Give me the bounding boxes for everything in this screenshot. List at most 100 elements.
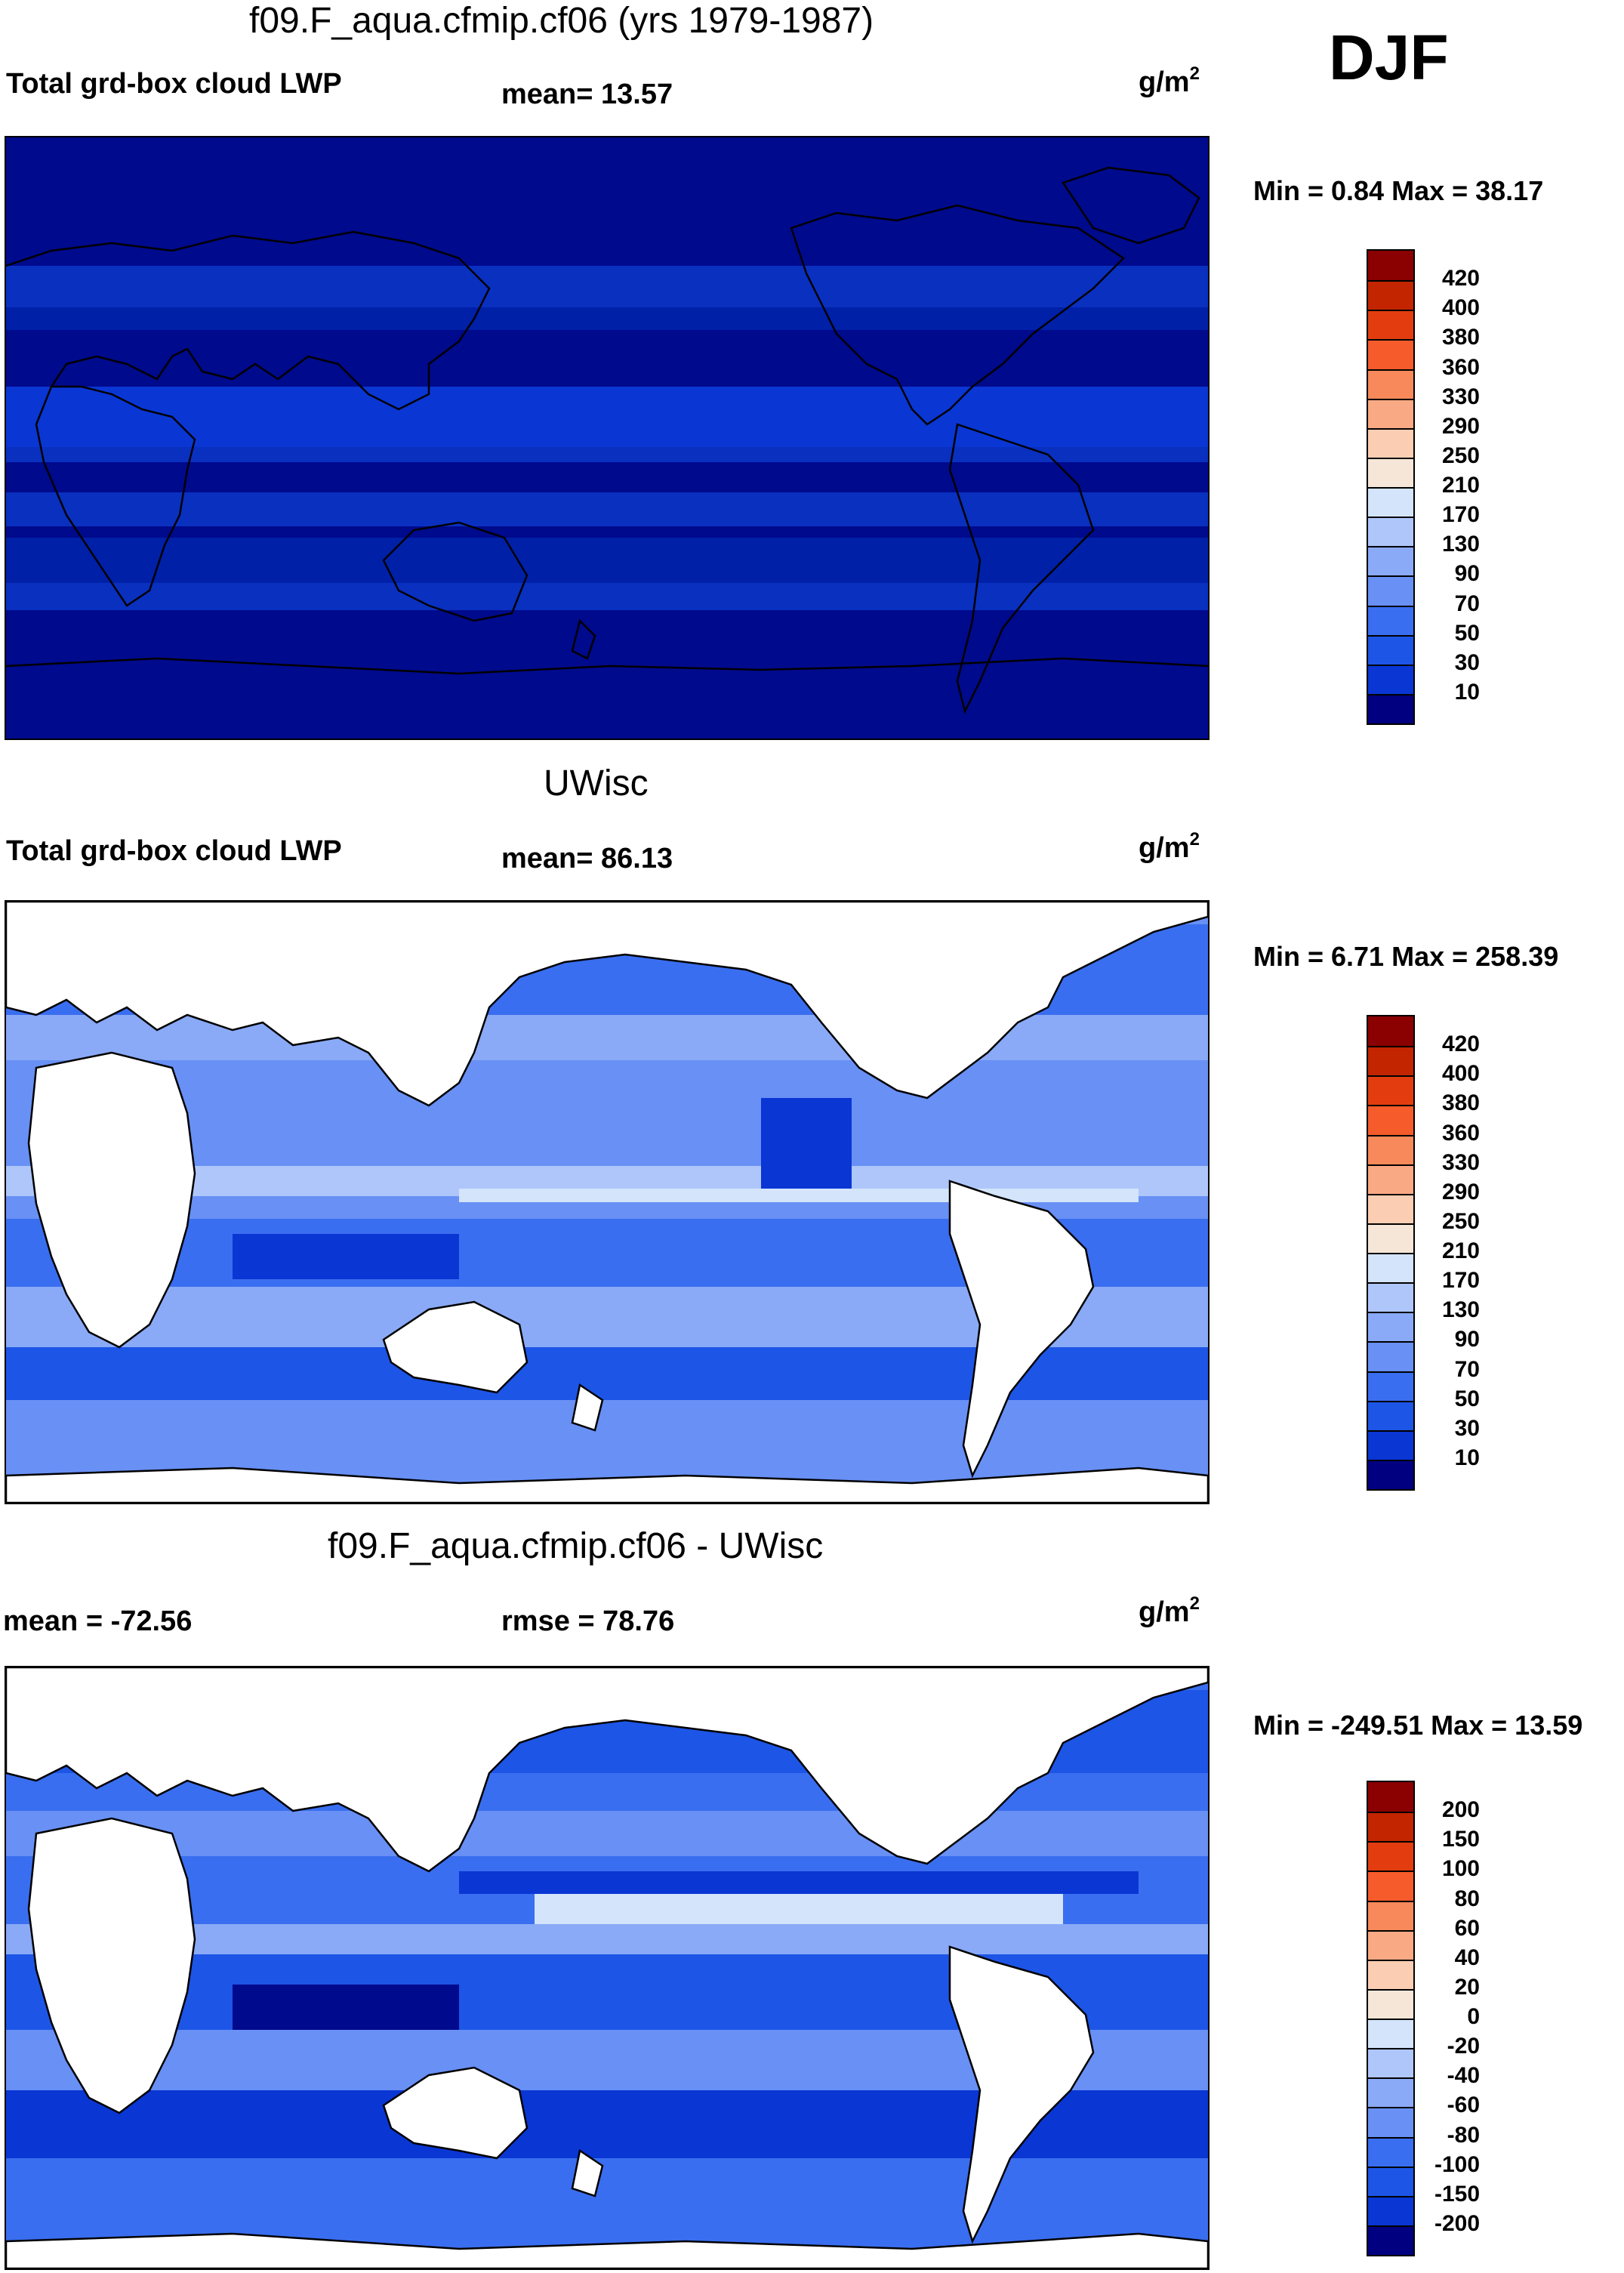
colorbar-labels-model: 420 400 380 360 330 290 250 210 170 130 90 70 50 30 10 [1419,249,1510,725]
colorbar-labels-obs: 420 400 380 360 330 290 250 210 170 130 90 70 50 30 10 [1419,1015,1510,1491]
colorbar-tick-label: 290 [1441,1179,1480,1204]
colorbar-swatch [1368,575,1413,606]
colorbar-tick-label: -60 [1447,2093,1480,2118]
colorbar-swatch [1368,2136,1413,2167]
colorbar-swatch [1368,664,1413,694]
colorbar-tick-label: 380 [1441,325,1480,350]
colorbar-tick-label: -80 [1447,2122,1480,2148]
colorbar-swatch [1368,2195,1413,2225]
colorbar-swatch [1368,1253,1413,1283]
colorbar-swatch [1368,2019,1413,2049]
colorbar-swatch [1368,369,1413,399]
colorbar-tick-label: 290 [1441,413,1480,439]
colorbar-tick-label: 400 [1441,295,1480,321]
colorbar-tick-label: 420 [1441,1032,1480,1057]
colorbar-swatch [1368,1459,1413,1489]
colorbar-tick-label: 250 [1441,443,1480,468]
colorbar-tick-label: 130 [1441,1297,1480,1323]
colorbar-tick-label: 10 [1454,1445,1480,1470]
units-label: g/m2 [1139,63,1200,98]
units-label: g/m2 [1139,1593,1200,1628]
colorbar-diff [1367,1781,1415,2256]
colorbar-swatch [1368,1164,1413,1194]
colorbar-swatch [1368,457,1413,487]
colorbar-swatch [1368,1193,1413,1223]
colorbar-tick-label: 30 [1454,1415,1480,1441]
colorbar-swatch [1368,1812,1413,1842]
colorbar-swatch [1368,1282,1413,1312]
colorbar-tick-label: 360 [1441,1120,1480,1146]
colorbar-swatch [1368,1134,1413,1164]
colorbar-swatch [1368,517,1413,547]
colorbar-swatch [1368,605,1413,635]
colorbar-model [1367,249,1415,725]
colorbar-swatch [1368,1016,1413,1047]
colorbar-swatch [1368,2077,1413,2108]
colorbar-swatch [1368,1075,1413,1106]
coastline-overlay [6,166,1208,714]
colorbar-swatch [1368,339,1413,369]
colorbar-swatch [1368,1871,1413,1901]
colorbar-tick-label: 60 [1454,1915,1480,1941]
colorbar-swatch [1368,2225,1413,2255]
units-label: g/m2 [1139,829,1200,864]
colorbar-swatch [1368,1371,1413,1401]
colorbar-tick-label: 20 [1454,1974,1480,2000]
map-diff-lwp [5,1666,1210,2270]
map-model-lwp [5,136,1210,740]
colorbar-tick-label: 130 [1441,532,1480,557]
colorbar-tick-label: -200 [1434,2210,1480,2236]
colorbar-swatch [1368,1929,1413,1960]
colorbar-tick-label: 360 [1441,354,1480,380]
colorbar-tick-label: 150 [1441,1827,1480,1852]
colorbar-tick-label: -20 [1447,2034,1480,2059]
colorbar-tick-label: 170 [1441,1268,1480,1294]
colorbar-swatch [1368,1900,1413,1930]
colorbar-swatch [1368,1312,1413,1342]
colorbar-tick-label: 30 [1454,649,1480,675]
colorbar-swatch [1368,1105,1413,1135]
colorbar-swatch [1368,427,1413,458]
colorbar-obs [1367,1015,1415,1491]
colorbar-tick-label: 80 [1454,1886,1480,1911]
colorbar-tick-label: 50 [1454,1386,1480,1411]
min-max-label: Min = 0.84 Max = 38.17 [1253,175,1544,206]
colorbar-swatch [1368,280,1413,310]
panel-title: f09.F_aqua.cfmip.cf06 - UWisc [328,1526,824,1566]
colorbar-swatch [1368,487,1413,517]
colorbar-swatch [1368,251,1413,281]
colorbar-tick-label: 400 [1441,1061,1480,1087]
colorbar-tick-label: -40 [1447,2063,1480,2089]
colorbar-tick-label: 330 [1441,384,1480,409]
colorbar-tick-label: 50 [1454,620,1480,646]
colorbar-swatch [1368,1429,1413,1460]
colorbar-tick-label: 100 [1441,1856,1480,1882]
mean-label: mean= 86.13 [501,843,673,874]
colorbar-tick-label: 10 [1454,679,1480,705]
map-obs-lwp [5,900,1210,1504]
season-label: DJF [1329,22,1449,93]
mean-label: mean = -72.56 [3,1605,193,1637]
colorbar-tick-label: 170 [1441,502,1480,528]
min-max-label: Min = 6.71 Max = 258.39 [1253,941,1559,972]
colorbar-swatch [1368,1841,1413,1871]
colorbar-tick-label: 90 [1454,561,1480,587]
colorbar-swatch [1368,546,1413,576]
mean-label: mean= 13.57 [501,79,673,110]
colorbar-swatch [1368,2107,1413,2137]
colorbar-swatch [1368,1223,1413,1253]
colorbar-swatch [1368,2166,1413,2196]
colorbar-tick-label: 250 [1441,1208,1480,1234]
colorbar-tick-label: -150 [1434,2181,1480,2207]
colorbar-swatch [1368,1959,1413,1989]
colorbar-swatch [1368,1782,1413,1812]
min-max-label: Min = -249.51 Max = 13.59 [1253,1710,1583,1741]
colorbar-tick-label: 380 [1441,1090,1480,1116]
colorbar-tick-label: -100 [1434,2151,1480,2177]
colorbar-tick-label: 0 [1467,2004,1480,2029]
colorbar-swatch [1368,634,1413,665]
colorbar-tick-label: 210 [1441,473,1480,498]
variable-label: Total grd-box cloud LWP [6,68,342,100]
colorbar-tick-label: 200 [1441,1797,1480,1823]
colorbar-swatch [1368,1341,1413,1371]
